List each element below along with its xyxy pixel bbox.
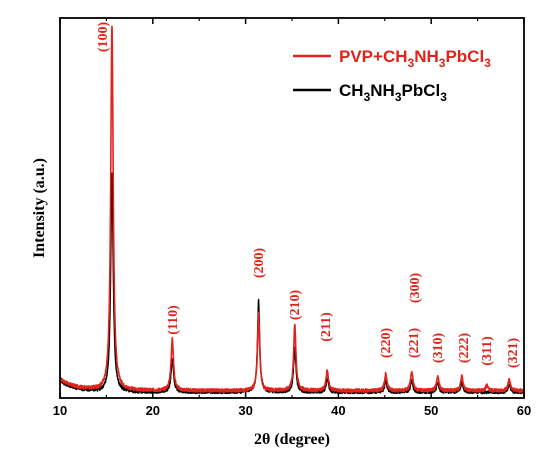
series-lines (59, 25, 525, 395)
peak-label: (200) (252, 248, 267, 279)
peak-label: (300) (408, 273, 423, 304)
y-axis-title: Intensity (a.u.) (31, 158, 48, 258)
peak-label: (220) (379, 328, 394, 359)
legend: PVP+CH3NH3PbCl3 CH3NH3PbCl3 (293, 47, 491, 104)
x-axis: 10 20 30 40 50 60 (53, 18, 531, 418)
peak-label: (221) (407, 328, 422, 359)
x-tick-label: 20 (146, 403, 160, 418)
peak-label: (100) (96, 22, 111, 53)
peak-label: (211) (319, 312, 334, 342)
peak-label: (311) (480, 336, 495, 366)
plot-frame (59, 17, 525, 399)
legend-label: PVP+CH3NH3PbCl3 (339, 47, 491, 70)
x-axis-title: 2θ (degree) (254, 431, 330, 448)
x-tick-label: 60 (517, 403, 531, 418)
x-tick-label: 10 (53, 403, 67, 418)
x-tick-label: 40 (331, 403, 345, 418)
peak-label: (222) (457, 333, 472, 364)
peak-label: (110) (166, 305, 181, 335)
legend-label: CH3NH3PbCl3 (339, 81, 447, 104)
x-tick-label: 30 (238, 403, 252, 418)
series-line-ch3nh3pbcl3 (59, 172, 525, 395)
x-tick-label: 50 (424, 403, 438, 418)
series-line-pvp-ch3nh3pbcl3 (59, 25, 525, 393)
peak-label: (210) (288, 290, 303, 321)
peak-label: (321) (506, 338, 521, 369)
peak-label: (310) (431, 333, 446, 364)
peak-annotations: (100) (110) (200) (210) (211) (220) (221) (300)… (96, 22, 521, 369)
